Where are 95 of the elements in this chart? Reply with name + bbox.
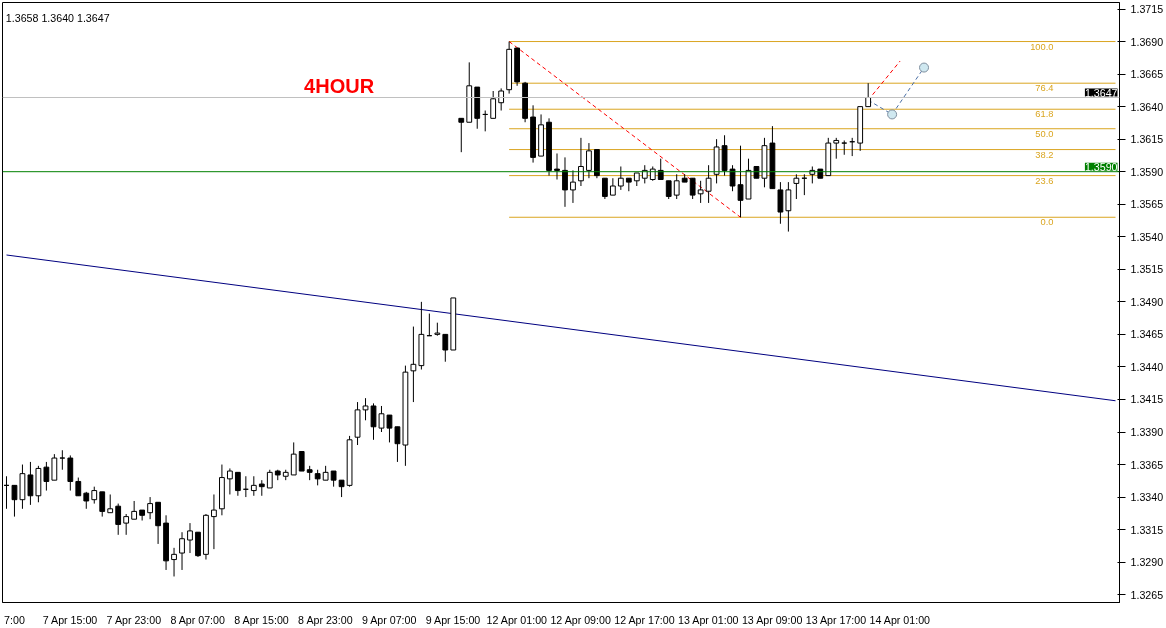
y-tick-label: 1.3465 [1130, 328, 1164, 341]
x-tick-label: 7:00 [4, 613, 25, 626]
candlestick [195, 531, 201, 558]
candlestick [155, 501, 161, 545]
series-label: 0.0 [1040, 217, 1054, 228]
candlestick [617, 165, 624, 191]
candlestick [498, 87, 505, 112]
candlestick [75, 477, 82, 497]
y-tick-label: 1.3690 [1130, 35, 1164, 48]
candlestick [59, 449, 66, 471]
candlestick [689, 177, 696, 200]
candlestick [298, 451, 305, 472]
candlestick [290, 441, 297, 476]
candlestick [410, 326, 417, 403]
y-tick-label: 1.3365 [1130, 458, 1164, 471]
candlestick [570, 169, 576, 204]
y-tick-label: 1.3640 [1130, 100, 1164, 113]
y-tick-label: 1.3415 [1130, 393, 1164, 406]
candlestick [833, 137, 840, 160]
candlestick [131, 500, 138, 520]
series-label: 100.0 [1030, 41, 1054, 52]
x-tick-label: 8 Apr 23:00 [298, 613, 353, 626]
y-tick-label: 1.3715 [1130, 3, 1164, 16]
annotation: 1.3658 1.3640 1.3647 [5, 11, 110, 24]
candlestick [657, 158, 664, 181]
candlestick [107, 493, 114, 514]
y-tick-label: 1.3615 [1130, 133, 1164, 146]
x-tick-label: 8 Apr 07:00 [170, 613, 226, 626]
y-tick-label: 1.3590 [1130, 165, 1164, 178]
y-tick-label: 1.3490 [1130, 295, 1164, 308]
series-label: 23.6 [1035, 175, 1054, 186]
y-tick-label: 1.3565 [1130, 198, 1164, 211]
candlestick [554, 152, 560, 181]
x-tick-label: 12 Apr 17:00 [614, 613, 675, 626]
candlestick [147, 496, 153, 520]
candlestick [27, 461, 34, 506]
x-tick-label: 9 Apr 07:00 [361, 613, 417, 626]
candlestick [777, 181, 784, 225]
x-tick-label: 12 Apr 09:00 [550, 613, 611, 626]
candlestick [601, 177, 608, 200]
annotation: 4HOUR [304, 74, 375, 97]
series-label: 50.0 [1035, 128, 1054, 139]
candlestick [697, 180, 704, 204]
candlestick [785, 181, 792, 233]
x-tick-label: 8 Apr 15:00 [234, 613, 289, 626]
candlestick [139, 509, 146, 521]
candlestick [67, 454, 74, 492]
y-tick-label: 1.3665 [1130, 68, 1164, 81]
candlestick [578, 137, 584, 187]
candlestick [187, 522, 193, 554]
candlestick [115, 503, 122, 536]
ref-line-label: 1.3590 [1084, 160, 1118, 173]
candlestick [171, 547, 177, 577]
y-tick-label: 1.3290 [1130, 556, 1164, 569]
candlestick [43, 461, 50, 492]
x-tick-label: 13 Apr 09:00 [741, 613, 803, 626]
x-tick-label: 12 Apr 01:00 [486, 613, 548, 626]
candlestick [705, 164, 712, 204]
x-tick-label: 7 Apr 15:00 [42, 613, 98, 626]
x-tick-label: 7 Apr 23:00 [106, 613, 162, 626]
y-tick-label: 1.3440 [1130, 360, 1164, 373]
y-tick-label: 1.3265 [1130, 588, 1164, 601]
candlestick [211, 493, 217, 550]
candlestick [641, 164, 648, 184]
x-tick-label: 14 Apr 01:00 [869, 613, 931, 626]
candlestick [227, 467, 233, 495]
y-tick-label: 1.3315 [1130, 523, 1164, 536]
candlestick [99, 491, 106, 518]
candlestick [665, 180, 672, 200]
candlestick [234, 471, 241, 497]
candlestick [793, 173, 800, 200]
candlestick [673, 173, 680, 200]
x-tick-label: 9 Apr 15:00 [425, 613, 481, 626]
candlestick [458, 117, 465, 153]
candlestick [841, 139, 848, 156]
candlestick [51, 453, 58, 481]
y-tick-label: 1.3340 [1130, 491, 1164, 504]
y-tick-label: 1.3515 [1130, 263, 1164, 276]
x-tick-label: 13 Apr 17:00 [805, 613, 867, 626]
x-tick-label: 13 Apr 01:00 [678, 613, 739, 626]
candlestick [490, 90, 497, 119]
y-tick-label: 1.3540 [1130, 230, 1164, 243]
candlestick [179, 531, 185, 571]
candlestick [123, 513, 130, 536]
y-tick-label: 1.3390 [1130, 426, 1164, 438]
series-label: 76.4 [1035, 83, 1054, 94]
candlestick [442, 333, 449, 363]
candlestick [865, 82, 872, 108]
candlestick [562, 156, 568, 208]
candlestick [266, 469, 273, 489]
series-label: 61.8 [1035, 109, 1054, 120]
candlestick [586, 142, 592, 179]
ref-line-label: 1.3647 [1084, 86, 1118, 99]
candlestick [250, 475, 257, 497]
series-label: 38.2 [1035, 149, 1054, 160]
